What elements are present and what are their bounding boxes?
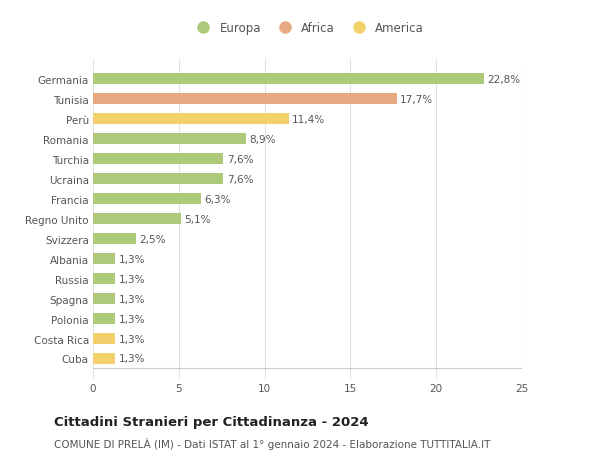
Text: 11,4%: 11,4% bbox=[292, 115, 325, 124]
Text: 7,6%: 7,6% bbox=[227, 154, 253, 164]
Legend: Europa, Africa, America: Europa, Africa, America bbox=[187, 18, 428, 40]
Bar bbox=[93, 154, 223, 165]
Text: 1,3%: 1,3% bbox=[119, 294, 145, 304]
Bar bbox=[93, 114, 289, 125]
Text: 8,9%: 8,9% bbox=[249, 134, 275, 145]
Bar bbox=[93, 274, 115, 285]
Text: 22,8%: 22,8% bbox=[488, 75, 521, 84]
Text: 1,3%: 1,3% bbox=[119, 274, 145, 284]
Text: 1,3%: 1,3% bbox=[119, 354, 145, 364]
Bar bbox=[93, 353, 115, 364]
Text: 1,3%: 1,3% bbox=[119, 334, 145, 344]
Bar bbox=[93, 333, 115, 344]
Bar bbox=[93, 293, 115, 304]
Text: 5,1%: 5,1% bbox=[184, 214, 211, 224]
Bar bbox=[93, 74, 484, 85]
Text: 1,3%: 1,3% bbox=[119, 254, 145, 264]
Bar bbox=[93, 174, 223, 185]
Text: COMUNE DI PRELÀ (IM) - Dati ISTAT al 1° gennaio 2024 - Elaborazione TUTTITALIA.I: COMUNE DI PRELÀ (IM) - Dati ISTAT al 1° … bbox=[54, 437, 490, 449]
Text: 2,5%: 2,5% bbox=[139, 234, 166, 244]
Bar bbox=[93, 234, 136, 245]
Text: 17,7%: 17,7% bbox=[400, 95, 433, 105]
Text: 1,3%: 1,3% bbox=[119, 314, 145, 324]
Text: 6,3%: 6,3% bbox=[205, 194, 231, 204]
Text: 7,6%: 7,6% bbox=[227, 174, 253, 185]
Bar bbox=[93, 94, 397, 105]
Bar bbox=[93, 313, 115, 325]
Bar bbox=[93, 214, 181, 224]
Bar bbox=[93, 253, 115, 264]
Text: Cittadini Stranieri per Cittadinanza - 2024: Cittadini Stranieri per Cittadinanza - 2… bbox=[54, 415, 368, 428]
Bar bbox=[93, 194, 201, 205]
Bar bbox=[93, 134, 246, 145]
